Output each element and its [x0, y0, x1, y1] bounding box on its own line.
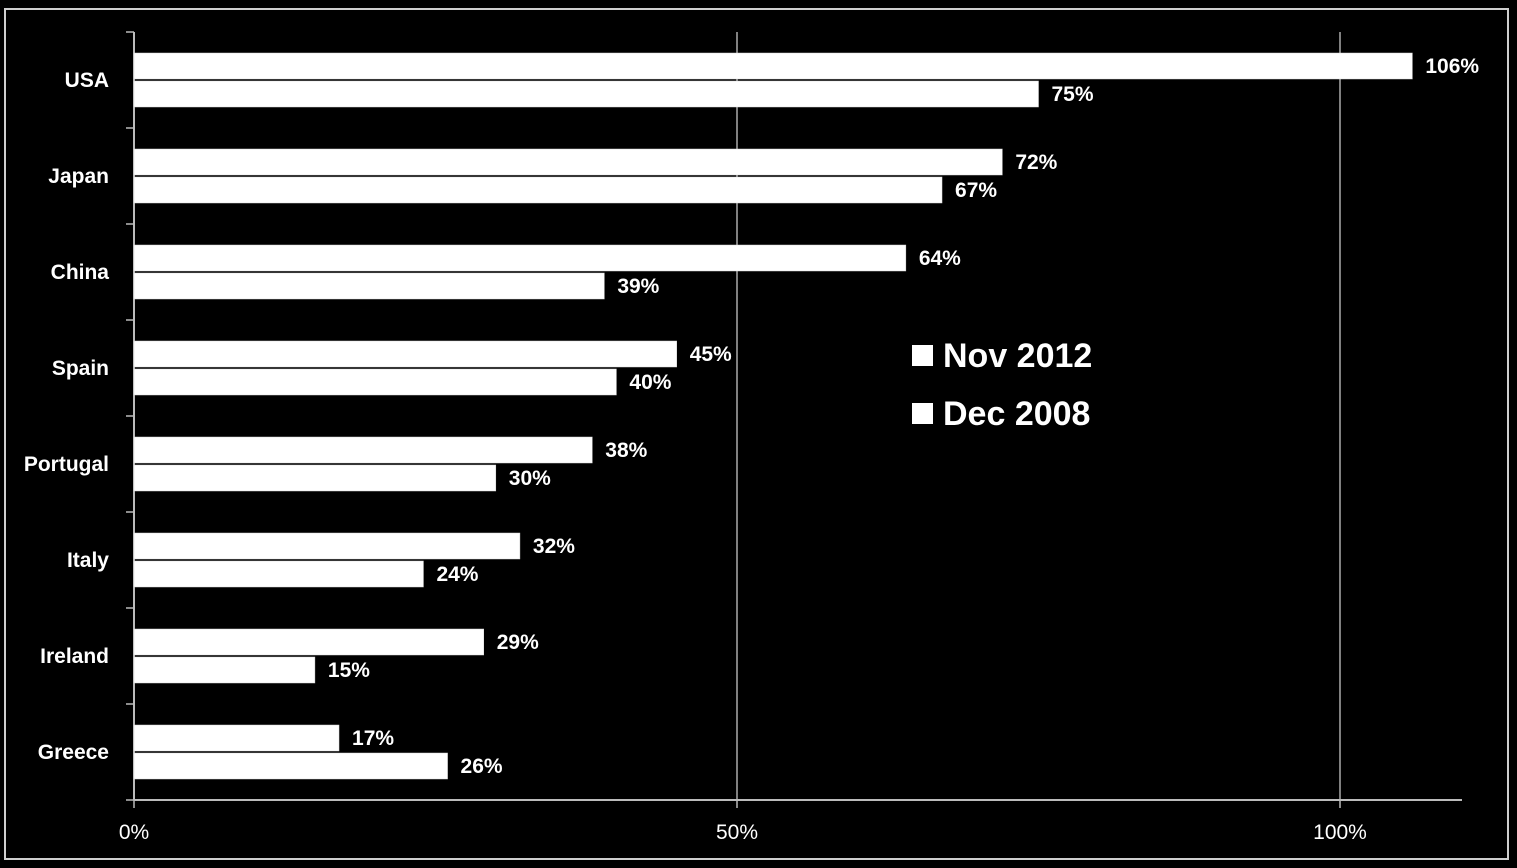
data-label: 32%	[533, 535, 575, 558]
data-label: 17%	[352, 727, 394, 750]
category-label: Portugal	[24, 453, 109, 476]
bar-nov-2012	[133, 436, 593, 464]
bar-dec-2008	[133, 752, 448, 780]
data-label: 40%	[629, 371, 671, 394]
data-label: 64%	[919, 247, 961, 270]
x-tick-label: 100%	[1313, 821, 1367, 844]
x-tick-label: 0%	[119, 821, 149, 844]
category-label: Japan	[48, 165, 109, 188]
legend-swatch	[912, 345, 933, 366]
legend-swatch	[912, 403, 933, 424]
bar-nov-2012	[133, 532, 521, 560]
data-label: 39%	[617, 275, 659, 298]
data-label: 72%	[1015, 151, 1057, 174]
bar-dec-2008	[133, 272, 605, 300]
data-label: 15%	[328, 659, 370, 682]
bar-nov-2012	[133, 340, 677, 368]
category-label: China	[51, 261, 110, 284]
bar-nov-2012	[133, 52, 1413, 80]
bar-nov-2012	[133, 628, 484, 656]
category-label: USA	[65, 69, 109, 92]
category-label: Italy	[67, 549, 109, 572]
category-label: Greece	[38, 741, 109, 764]
bar-nov-2012	[133, 244, 907, 272]
data-label: 38%	[605, 439, 647, 462]
data-label: 106%	[1425, 55, 1479, 78]
category-label: Spain	[52, 357, 109, 380]
bar-dec-2008	[133, 176, 943, 204]
bar-dec-2008	[133, 656, 316, 684]
bar-nov-2012	[133, 148, 1003, 176]
bar-nov-2012	[133, 724, 340, 752]
data-label: 45%	[690, 343, 732, 366]
category-label: Ireland	[40, 645, 109, 668]
data-label: 29%	[497, 631, 539, 654]
bar-dec-2008	[133, 368, 617, 396]
x-tick-label: 50%	[716, 821, 758, 844]
data-label: 67%	[955, 179, 997, 202]
data-label: 26%	[461, 755, 503, 778]
legend-label: Nov 2012	[943, 337, 1092, 375]
bar-dec-2008	[133, 80, 1039, 108]
bar-dec-2008	[133, 560, 424, 588]
data-label: 24%	[436, 563, 478, 586]
data-label: 75%	[1052, 83, 1094, 106]
chart-frame	[4, 8, 1509, 860]
data-label: 30%	[509, 467, 551, 490]
bar-dec-2008	[133, 464, 497, 492]
legend-label: Dec 2008	[943, 395, 1090, 433]
